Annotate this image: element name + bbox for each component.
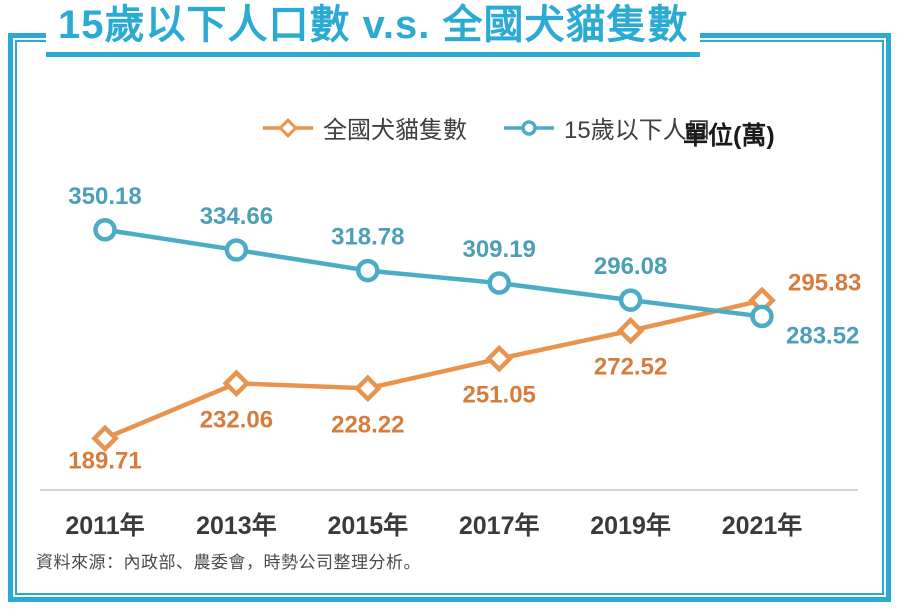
svg-text:251.05: 251.05 — [462, 382, 535, 409]
line-chart: 2011年 2013年 2015年 2017年 2019年 2021年 189.71 232.… — [40, 183, 861, 540]
legend-label-pets: 全國犬貓隻數 — [323, 117, 467, 144]
svg-text:283.52: 283.52 — [786, 322, 859, 349]
svg-text:295.83: 295.83 — [788, 269, 861, 296]
svg-text:309.19: 309.19 — [462, 236, 535, 263]
orange-diamond-line-icon — [263, 117, 313, 138]
svg-text:232.06: 232.06 — [200, 406, 273, 433]
svg-text:2017年: 2017年 — [459, 511, 540, 540]
unit-label: 單位(萬) — [683, 122, 775, 150]
svg-text:2013年: 2013年 — [196, 511, 277, 540]
legend-label-population: 15歲以下人口 — [564, 117, 711, 144]
chart-legend: 全國犬貓隻數 15歲以下人口 — [262, 110, 711, 145]
svg-text:2021年: 2021年 — [722, 511, 803, 540]
svg-text:2019年: 2019年 — [590, 511, 671, 540]
legend-item-population: 15歲以下人口 — [503, 110, 711, 145]
svg-text:189.71: 189.71 — [68, 447, 141, 474]
legend-item-pets: 全國犬貓隻數 — [262, 110, 467, 145]
svg-text:272.52: 272.52 — [594, 354, 667, 381]
svg-text:2015年: 2015年 — [327, 511, 408, 540]
page-title: 15歲以下人口數 v.s. 全國犬貓隻數 — [46, 2, 701, 57]
svg-text:228.22: 228.22 — [331, 411, 404, 438]
svg-text:318.78: 318.78 — [331, 224, 404, 251]
svg-text:350.18: 350.18 — [68, 183, 141, 210]
svg-text:2011年: 2011年 — [65, 511, 144, 540]
svg-text:296.08: 296.08 — [594, 253, 667, 280]
source-note: 資料來源：內政部、農委會，時勢公司整理分析。 — [36, 553, 421, 572]
teal-circle-line-icon — [504, 119, 554, 136]
svg-text:334.66: 334.66 — [200, 203, 273, 230]
